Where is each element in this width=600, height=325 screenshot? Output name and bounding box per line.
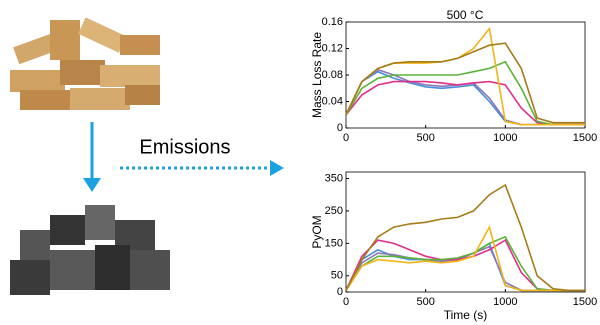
plot-frame <box>345 21 586 129</box>
series-line <box>345 224 585 292</box>
y-tick-label: 0 <box>337 122 343 134</box>
series-line <box>345 80 585 126</box>
x-tick-label: 1500 <box>573 132 597 144</box>
series-line <box>345 26 585 126</box>
plot-frame <box>345 171 586 293</box>
x-tick-label: 500 <box>416 132 434 144</box>
series-line <box>345 235 585 292</box>
series-line <box>345 183 585 292</box>
series-line <box>345 245 585 292</box>
series-line <box>345 42 585 124</box>
series-line <box>345 238 585 292</box>
arrowhead <box>83 178 101 192</box>
x-tick-label: 1500 <box>573 296 597 308</box>
y-tick-label: 0.08 <box>322 69 343 81</box>
y-axis-label: PyOM <box>310 215 324 248</box>
charcoal-image <box>10 205 170 295</box>
arrow-label: Emissions <box>139 136 230 158</box>
y-tick-label: 150 <box>325 237 343 249</box>
arrowhead <box>270 160 284 176</box>
series-line <box>345 242 585 292</box>
y-tick-label: 0.12 <box>322 42 343 54</box>
x-axis-label: Time (s) <box>444 308 488 322</box>
x-tick-label: 500 <box>416 296 434 308</box>
y-tick-label: 50 <box>331 270 343 282</box>
x-tick-label: 1000 <box>493 132 517 144</box>
x-tick-label: 0 <box>343 132 349 144</box>
y-axis-label: Mass Loss Rate <box>310 32 324 118</box>
y-tick-label: 0 <box>337 286 343 298</box>
y-tick-label: 0.04 <box>322 95 343 107</box>
y-tick-label: 250 <box>325 205 343 217</box>
y-tick-label: 0.16 <box>322 16 343 28</box>
x-tick-label: 1000 <box>493 296 517 308</box>
series-line <box>345 60 585 126</box>
x-tick-label: 0 <box>343 296 349 308</box>
chart-title: 500 °C <box>447 8 484 22</box>
y-tick-label: 350 <box>325 172 343 184</box>
series-line <box>345 70 585 126</box>
wood-image <box>10 17 160 110</box>
